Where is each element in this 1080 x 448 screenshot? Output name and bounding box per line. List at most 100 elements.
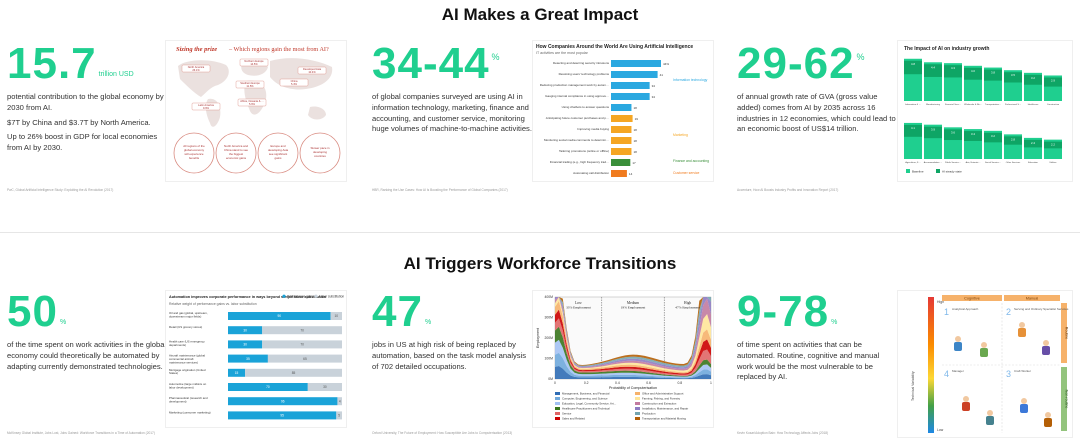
pwc-regions-thumbnail: Sizing the prize – Which regions gain th…: [165, 40, 347, 182]
region-badge-box: [237, 98, 267, 107]
ox-legend-swatch: [635, 407, 640, 410]
hbr-value-label: 18: [633, 139, 637, 143]
ox-legend-swatch: [635, 397, 640, 400]
risk-gradient-bar: [928, 297, 934, 433]
auto-bar-labor: [262, 340, 342, 349]
ox-legend-label: Management, Business, and Financial: [562, 392, 610, 396]
gva-bar-ai: [964, 131, 982, 141]
row-title-nonroutine: Non-routine: [1065, 390, 1069, 409]
ox-y-tick: 300M: [545, 316, 554, 320]
region-note: North America and China stand to see the b…: [224, 144, 248, 160]
stat-source: Oxford University, The Future of Employm…: [372, 431, 513, 435]
region-badge-box: [181, 64, 211, 73]
ox-area-layer: [555, 326, 711, 377]
region-label: North America: [188, 65, 205, 69]
gva-value: 2.9: [1051, 78, 1055, 82]
auto-category-label: Retail (US grocery stores): [169, 325, 202, 329]
hbr-value-label: 18: [633, 128, 637, 132]
stat-source: Accenture, How AI Boosts Industry Profit…: [737, 188, 839, 192]
gva-value: 3.8: [991, 71, 995, 75]
auto-category-label: Health care (US emergency departments): [169, 339, 205, 346]
auto-bar-labor: [337, 397, 342, 406]
row-title-routine: Routine: [1065, 327, 1069, 339]
gva-value: 4.1: [911, 126, 915, 130]
gva-value: 3.9: [931, 128, 935, 132]
bain-chart-thumbnail: Technical Variability High Low Cognitive…: [897, 290, 1073, 438]
gva-bar-ai: [944, 65, 962, 78]
quadrant-chart: Technical Variability High Low Cognitive…: [911, 295, 1069, 433]
quadrant-numbers: 1 2 3 4: [944, 307, 1011, 379]
stat-value: 50%: [7, 287, 67, 336]
auto-gain-value: 35: [246, 357, 250, 361]
worker-figures: [954, 322, 1052, 427]
prize-title-red: Sizing the prize: [176, 46, 217, 53]
gva-value: 4.3: [951, 66, 955, 70]
col-header-cognitive: [942, 295, 1002, 301]
hbr-value-label: 41: [660, 73, 664, 77]
region-label: Latin America: [198, 103, 214, 107]
auto-bar-labor: [262, 326, 342, 335]
hbr-value-label: 17: [632, 161, 636, 165]
hbr-group-label: Information technology: [673, 78, 708, 82]
quadrant-gridlines: [942, 303, 1060, 433]
gva-bar-ai: [1044, 77, 1062, 87]
auto-category-label: Aircraft maintenance (global commercial a…: [169, 354, 205, 365]
auto-gain-value: 30: [243, 328, 247, 332]
svg-text:Manager: Manager: [952, 369, 964, 373]
region-badge-box: [279, 78, 309, 87]
hbr-category-label: Monitoring social media comments to dete…: [544, 138, 609, 142]
hbr-category-label: Reducing production management work by a…: [540, 83, 609, 87]
ox-legend-label: Sales and Related: [562, 417, 585, 421]
ox-x-tick: 1: [710, 381, 712, 385]
gva-bar-ai: [924, 64, 942, 77]
auto-labor-value: 65: [303, 357, 307, 361]
ox-band-label: High: [684, 301, 691, 305]
gva-bar-ai: [1004, 72, 1022, 83]
svg-text:Craft Worker: Craft Worker: [1014, 369, 1031, 373]
region-label: Africa, Oceania & …: [240, 99, 264, 103]
ox-y-label: Employment: [536, 328, 540, 348]
gva-category: Healthcare: [1028, 103, 1039, 106]
svg-text:1: 1: [944, 307, 949, 317]
col-title-manual: Manual: [1026, 297, 1039, 301]
hbr-category-label: Gauging internal compliance in using app…: [545, 94, 609, 98]
gva-bar-ai: [984, 69, 1002, 81]
gva-category: Agriculture, F…: [905, 161, 920, 164]
oxford-chart-thumbnail: 400M 300M 200M 100M 0M 0 0.2 0.4 0.6 0.8 1 Probabil…: [532, 290, 714, 428]
gva-chart-title: The Impact of AI on industry growth: [904, 46, 989, 52]
stat-value: 15.7 trillion USD: [7, 39, 134, 88]
hbr-bar: [611, 104, 632, 111]
region-gain: 10.4%: [308, 70, 316, 74]
ox-legend-label: Healthcare Practitioners and Technical: [562, 407, 610, 411]
stat-card-work-automated: 50% of the time spent on work activities…: [7, 290, 167, 372]
hbr-bar: [611, 159, 631, 166]
ox-x-label: Probability of Computerisation: [609, 386, 657, 390]
hbr-group-label: Marketing: [673, 133, 688, 137]
svg-text:2: 2: [1006, 307, 1011, 317]
gva-category: Public Service…: [945, 161, 961, 164]
hbr-value-label: 44%: [663, 62, 669, 66]
accenture-chart-thumbnail: The Impact of AI on industry growth 4.8 I…: [897, 40, 1073, 182]
hbr-group-label: Finance and accounting: [673, 159, 709, 163]
region-note: Europe and developing Asia see significant…: [268, 144, 289, 160]
col-title-cognitive: Cognitive: [964, 297, 980, 301]
section-title-workforce: AI Triggers Workforce Transitions: [403, 254, 677, 273]
auto-gain-value: 90: [278, 314, 282, 318]
ox-band-label: Medium: [627, 301, 639, 305]
ox-band-share: 47% Employment: [675, 306, 700, 310]
auto-bar-gains: [228, 326, 263, 335]
gva-value: 2.4: [1031, 141, 1035, 145]
hbr-chart-title: How Companies Around the World Are Using…: [536, 44, 693, 50]
ox-legend-swatch: [555, 392, 560, 395]
region-note: All regions of the global economy will exp…: [183, 144, 205, 160]
auto-category-label: Mortgage origination (United States): [169, 368, 206, 375]
ox-x-tick: 0.2: [584, 381, 589, 385]
auto-legend-label: Labor substitution: [319, 295, 344, 299]
stat-description: jobs in US at high risk of being replace…: [372, 340, 527, 371]
gva-category: Wholesale & Re…: [964, 104, 982, 106]
ox-y-tick: 200M: [545, 336, 554, 340]
region-label: Northern Europe: [244, 59, 264, 63]
stat-card-time-automatable: 9-78% of time spent on activities that c…: [737, 290, 897, 383]
ox-y-tick: 0M: [548, 377, 553, 381]
stat-source: McKinsey Global Institute, Jobs Lost, Jo…: [7, 431, 155, 435]
